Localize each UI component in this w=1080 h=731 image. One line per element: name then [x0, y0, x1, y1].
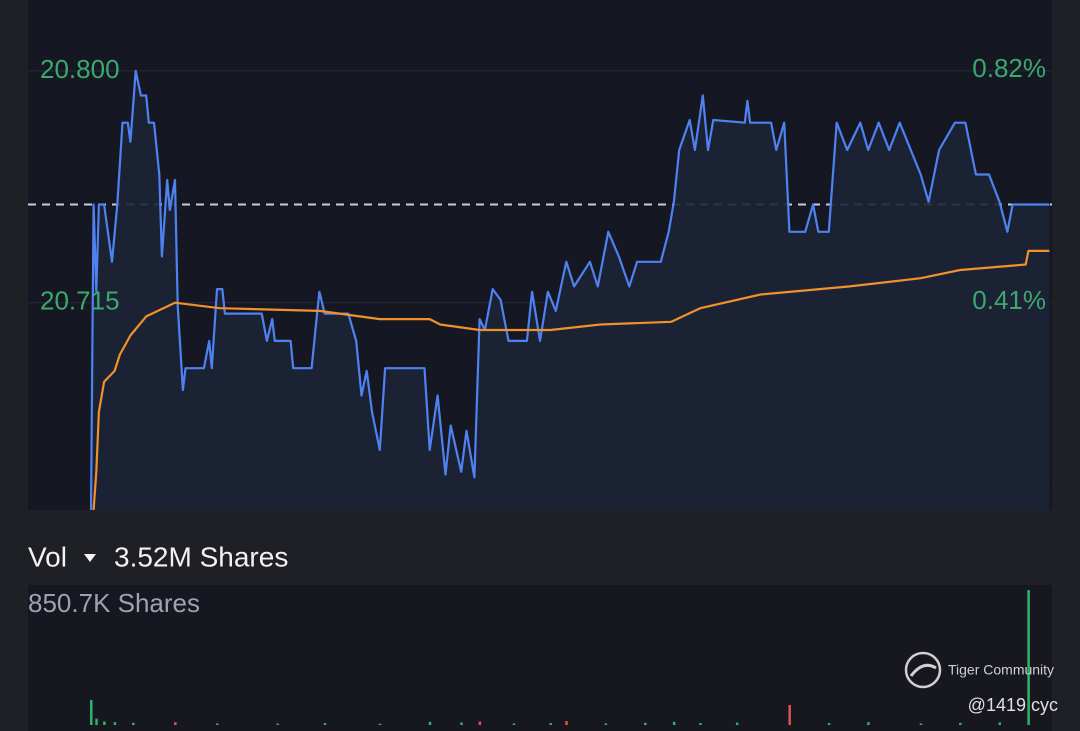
volume-bar	[867, 722, 870, 725]
average-line	[92, 249, 1050, 511]
volume-bar	[735, 722, 739, 725]
volume-bar	[549, 723, 553, 725]
volume-bar	[113, 722, 117, 725]
dropdown-arrow[interactable]	[84, 554, 96, 562]
volume-bar	[95, 718, 98, 725]
y-tick-label: 850.7K Shares	[28, 588, 200, 618]
volume-bar	[103, 721, 106, 725]
price-area	[91, 70, 1050, 511]
volume-bar	[998, 722, 1001, 725]
volume-bar	[216, 723, 219, 725]
volume-bar	[90, 699, 93, 725]
price-chart: 20.800 20.715 0.82% 0.41%	[28, 53, 1052, 511]
volume-bar	[672, 721, 676, 725]
y2-tick-label: 0.82%	[972, 53, 1046, 83]
volume-bar	[428, 721, 432, 725]
volume-chart: 850.7K Shares	[28, 588, 1030, 725]
volume-bar	[959, 722, 962, 725]
volume-bar	[827, 723, 831, 725]
volume-bar	[276, 723, 279, 725]
volume-bar	[699, 723, 702, 725]
volume-bar	[132, 722, 135, 725]
volume-bar	[644, 722, 647, 725]
volume-bar	[1027, 590, 1030, 725]
volume-panel	[28, 585, 1052, 731]
y-tick-label: 20.800	[40, 54, 120, 84]
volume-total: 3.52M Shares	[114, 541, 288, 572]
volume-bar	[512, 723, 516, 725]
volume-bar	[378, 723, 382, 725]
y-tick-label: 20.715	[40, 286, 120, 316]
watermark-logo	[904, 651, 942, 689]
volume-bar	[788, 705, 791, 725]
volume-bar	[919, 723, 923, 725]
y2-tick-label: 0.41%	[972, 285, 1046, 315]
volume-title[interactable]: Vol	[28, 541, 67, 572]
watermark-brand: Tiger Community	[948, 662, 1054, 678]
price-line	[89, 69, 1050, 511]
volume-bar	[604, 723, 608, 725]
volume-bar	[323, 723, 327, 725]
volume-bar	[565, 721, 568, 725]
volume-bar	[460, 722, 463, 725]
watermark-user: @1419 cyc	[968, 695, 1058, 715]
volume-bar	[174, 722, 177, 725]
volume-bar	[478, 721, 482, 725]
